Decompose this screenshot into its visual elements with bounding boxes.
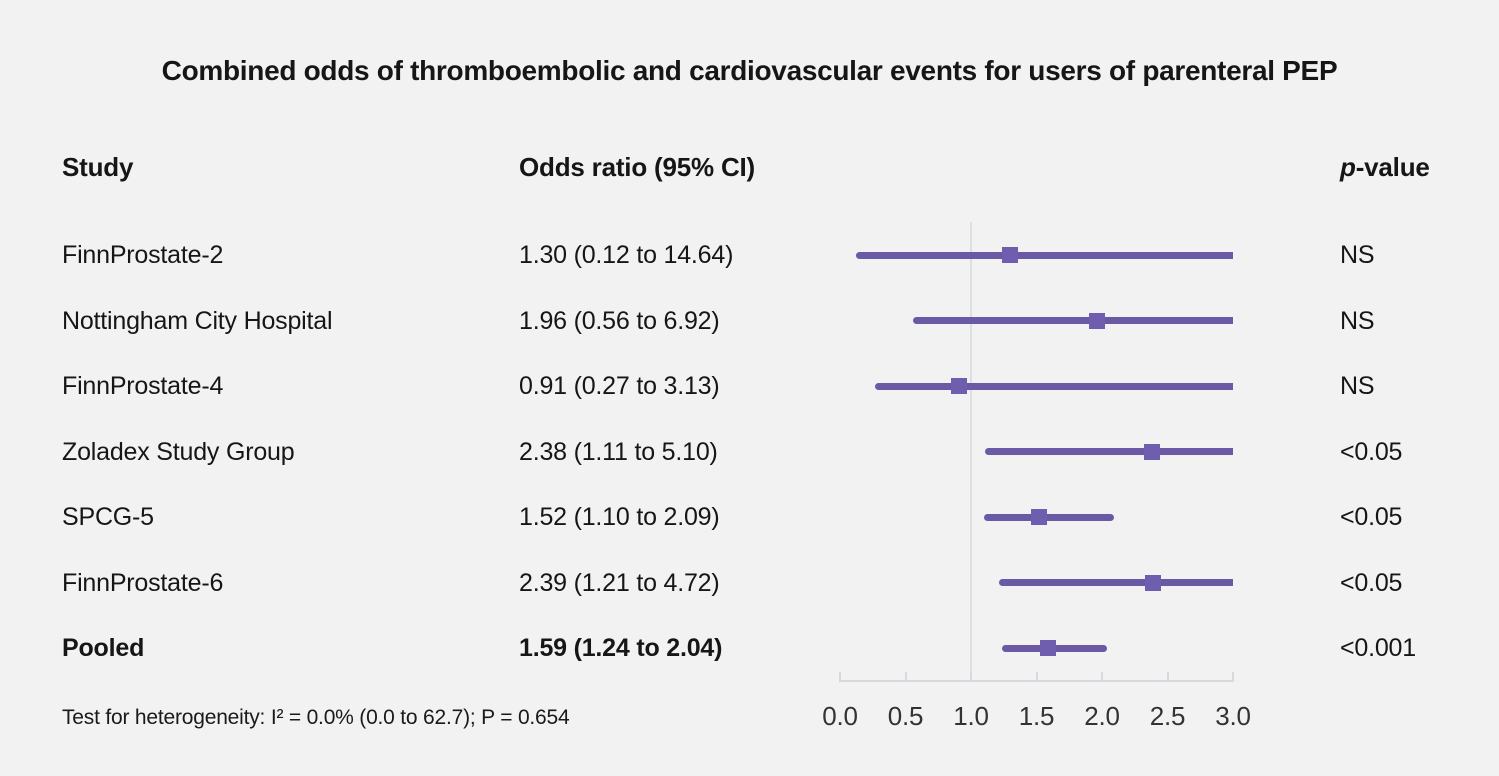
p-value-header-rest: -value bbox=[1355, 152, 1430, 182]
axis-tick-label: 3.0 bbox=[1215, 701, 1251, 731]
axis-tick-label: 2.5 bbox=[1149, 701, 1186, 731]
p-value-label: <0.05 bbox=[1340, 568, 1403, 597]
ci-line bbox=[984, 513, 1114, 521]
study-label: Nottingham City Hospital bbox=[62, 306, 333, 335]
study-label: Pooled bbox=[62, 634, 145, 662]
p-value-label: <0.05 bbox=[1340, 503, 1403, 531]
point-estimate-marker bbox=[1088, 312, 1105, 329]
point-estimate-marker bbox=[951, 378, 968, 394]
column-header-p-value: p-value bbox=[1340, 151, 1430, 183]
reference-line bbox=[970, 222, 972, 682]
axis-tick-label: 0.5 bbox=[887, 701, 924, 731]
p-value-italic-p: p bbox=[1340, 152, 1356, 182]
point-estimate-marker bbox=[1143, 443, 1160, 460]
odds-ratio-label: 0.91 (0.27 to 3.13) bbox=[519, 372, 720, 400]
axis-tick-label: 1.0 bbox=[953, 701, 989, 731]
column-header-odds-ratio: Odds ratio (95% CI) bbox=[519, 152, 756, 182]
p-value-label: NS bbox=[1340, 306, 1375, 335]
axis-tick-label: 1.5 bbox=[1018, 701, 1055, 731]
axis-tick bbox=[1166, 672, 1169, 680]
ci-line bbox=[985, 448, 1233, 455]
p-value-label: NS bbox=[1340, 372, 1375, 400]
axis-tick bbox=[1232, 672, 1234, 680]
axis-tick bbox=[970, 672, 972, 680]
point-estimate-marker bbox=[1145, 574, 1162, 591]
study-label: FinnProstate-2 bbox=[62, 241, 224, 269]
axis-tick bbox=[904, 672, 907, 680]
study-label: FinnProstate-6 bbox=[62, 568, 224, 597]
ci-line bbox=[913, 317, 1233, 324]
axis-tick bbox=[1101, 672, 1103, 680]
p-value-label: <0.05 bbox=[1340, 437, 1403, 466]
x-axis-line bbox=[839, 680, 1234, 682]
axis-tick-label: 2.0 bbox=[1084, 701, 1120, 731]
column-header-study: Study bbox=[62, 152, 134, 182]
odds-ratio-label: 1.59 (1.24 to 2.04) bbox=[519, 634, 723, 662]
point-estimate-marker bbox=[1040, 640, 1057, 656]
heterogeneity-note: Test for heterogeneity: I² = 0.0% (0.0 t… bbox=[62, 706, 570, 729]
axis-tick bbox=[1035, 672, 1038, 680]
point-estimate-marker bbox=[1031, 509, 1048, 525]
point-estimate-marker bbox=[1002, 247, 1019, 263]
study-label: Zoladex Study Group bbox=[62, 437, 295, 466]
odds-ratio-label: 1.52 (1.10 to 2.09) bbox=[519, 503, 720, 531]
ci-line bbox=[875, 382, 1233, 390]
odds-ratio-label: 1.30 (0.12 to 14.64) bbox=[519, 241, 734, 269]
study-label: SPCG-5 bbox=[62, 503, 154, 531]
ci-line bbox=[998, 579, 1233, 586]
odds-ratio-label: 1.96 (0.56 to 6.92) bbox=[519, 306, 720, 335]
p-value-label: <0.001 bbox=[1340, 634, 1416, 662]
odds-ratio-label: 2.38 (1.11 to 5.10) bbox=[519, 437, 718, 466]
ci-line bbox=[855, 251, 1233, 259]
p-value-label: NS bbox=[1340, 241, 1375, 269]
figure-title: Combined odds of thromboembolic and card… bbox=[161, 55, 1338, 86]
axis-tick bbox=[839, 672, 841, 680]
odds-ratio-label: 2.39 (1.21 to 4.72) bbox=[519, 568, 720, 597]
axis-tick-label: 0.0 bbox=[822, 701, 858, 731]
study-label: FinnProstate-4 bbox=[62, 372, 224, 400]
